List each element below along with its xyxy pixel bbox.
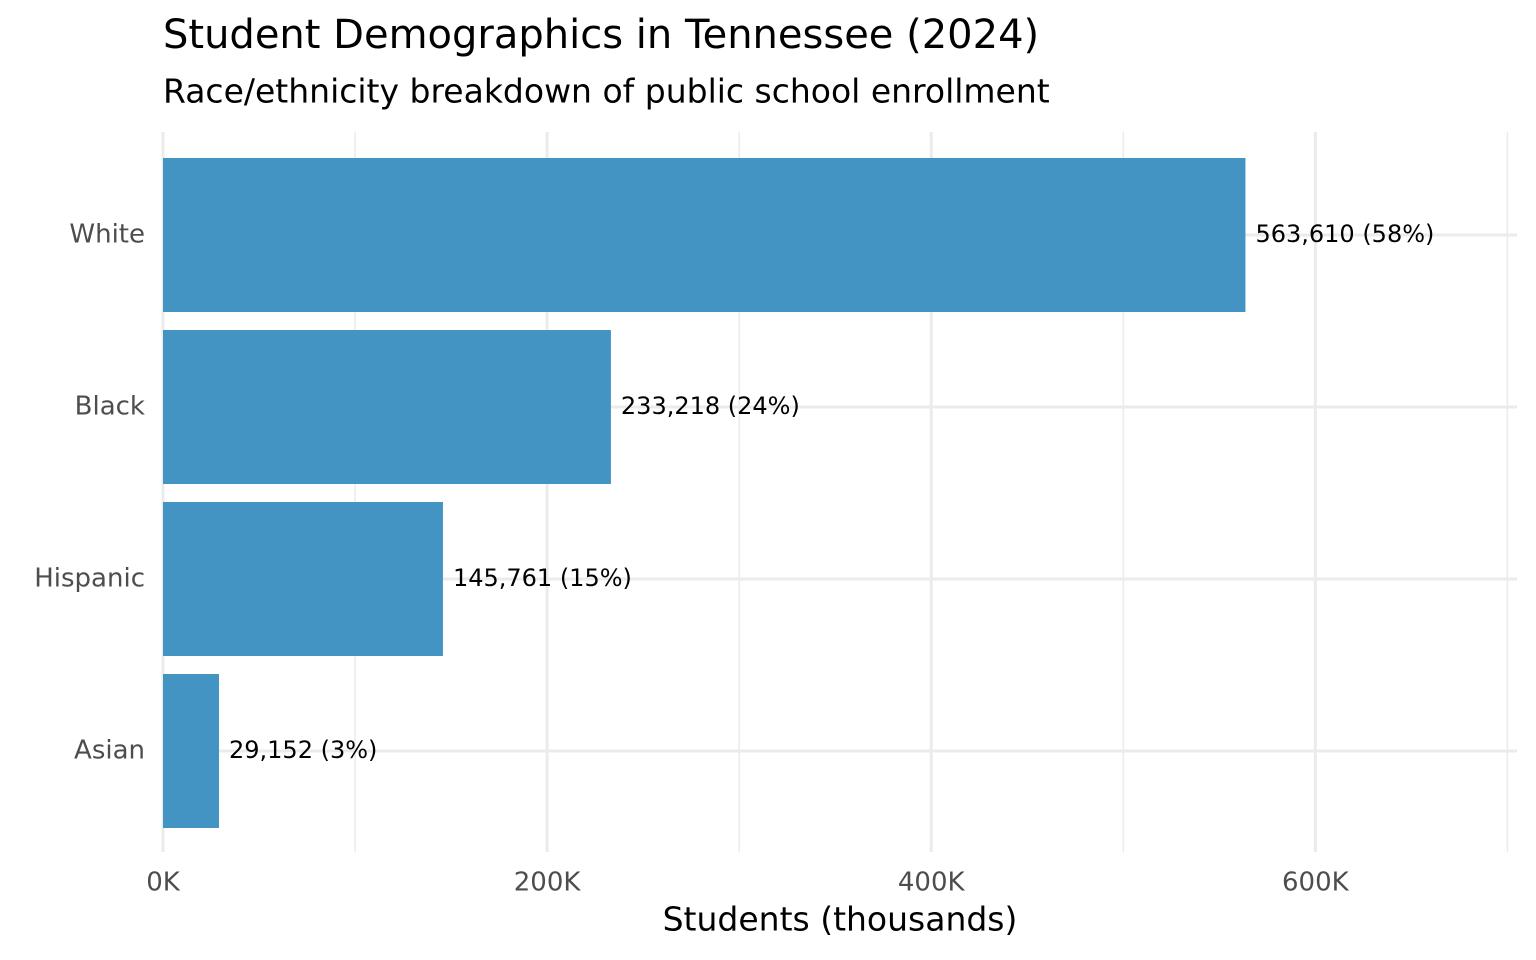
x-tick-label: 400K bbox=[898, 868, 966, 898]
x-tick-label: 0K bbox=[146, 868, 181, 898]
y-tick-label: Hispanic bbox=[34, 564, 145, 594]
x-tick-label: 200K bbox=[514, 868, 582, 898]
chart-title: Student Demographics in Tennessee (2024) bbox=[163, 12, 1039, 58]
bar bbox=[163, 502, 443, 656]
y-tick-label: Asian bbox=[74, 736, 145, 766]
x-axis-title: Students (thousands) bbox=[663, 900, 1018, 939]
y-tick-label: White bbox=[69, 220, 145, 250]
value-label: 29,152 (3%) bbox=[229, 736, 377, 764]
bar bbox=[163, 674, 219, 828]
chart-subtitle: Race/ethnicity breakdown of public schoo… bbox=[163, 72, 1050, 111]
value-label: 563,610 (58%) bbox=[1255, 220, 1434, 248]
bar bbox=[163, 158, 1246, 312]
bar bbox=[163, 330, 611, 484]
value-label: 145,761 (15%) bbox=[453, 564, 632, 592]
value-label: 233,218 (24%) bbox=[621, 392, 800, 420]
x-tick-label: 600K bbox=[1282, 868, 1350, 898]
y-tick-label: Black bbox=[75, 392, 145, 422]
